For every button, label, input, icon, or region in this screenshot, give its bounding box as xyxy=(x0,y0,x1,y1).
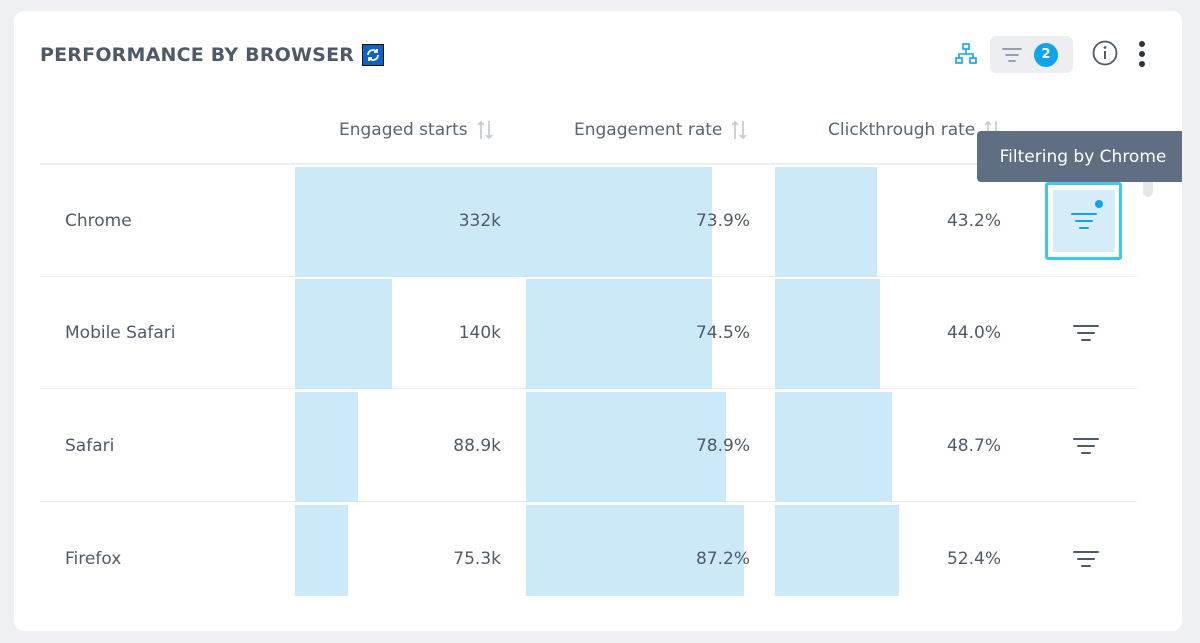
hierarchy-icon[interactable] xyxy=(954,42,978,66)
browser-name: Chrome xyxy=(65,165,132,276)
sort-icon xyxy=(476,119,494,141)
widget-title-text: PERFORMANCE BY BROWSER xyxy=(40,44,354,66)
filter-icon xyxy=(1072,548,1100,570)
filter-icon xyxy=(1072,435,1100,457)
engagement-rate-value: 78.9% xyxy=(526,390,750,501)
widget-title: PERFORMANCE BY BROWSER xyxy=(40,44,384,66)
clickthrough-rate-value: 48.7% xyxy=(775,390,1001,501)
info-icon[interactable] xyxy=(1092,40,1118,66)
column-header-clickthrough-rate[interactable]: Clickthrough rate xyxy=(828,119,1001,141)
column-header-engaged-starts[interactable]: Engaged starts xyxy=(339,119,494,141)
engaged-starts-value: 140k xyxy=(295,277,501,388)
column-header-label: Engaged starts xyxy=(339,120,468,140)
engagement-rate-value: 73.9% xyxy=(526,165,750,276)
kebab-menu-icon[interactable] xyxy=(1136,40,1148,70)
table-row[interactable]: Mobile Safari 140k 74.5% 44.0% xyxy=(40,277,1137,389)
table-row[interactable]: Safari 88.9k 78.9% 48.7% xyxy=(40,390,1137,502)
engagement-rate-value: 74.5% xyxy=(526,277,750,388)
filter-icon xyxy=(1072,322,1100,344)
filter-icon xyxy=(1002,47,1022,63)
engaged-starts-value: 332k xyxy=(295,165,501,276)
row-filter-button-active[interactable] xyxy=(1045,182,1122,260)
table-row[interactable]: Chrome 332k 73.9% 43.2% xyxy=(40,165,1137,277)
browser-name: Firefox xyxy=(65,503,121,615)
performance-by-browser-widget: PERFORMANCE BY BROWSER 2 Engaged starts … xyxy=(14,11,1182,631)
filters-button[interactable]: 2 xyxy=(990,36,1073,73)
clickthrough-rate-value: 44.0% xyxy=(775,277,1001,388)
row-filter-button[interactable] xyxy=(1066,390,1106,501)
engagement-rate-value: 87.2% xyxy=(526,503,750,615)
clickthrough-rate-value: 52.4% xyxy=(775,503,1001,615)
active-filter-dot xyxy=(1095,200,1103,208)
table-row[interactable]: Firefox 75.3k 87.2% 52.4% xyxy=(40,503,1137,596)
column-header-engagement-rate[interactable]: Engagement rate xyxy=(574,119,748,141)
sort-icon xyxy=(730,119,748,141)
filter-icon xyxy=(1070,210,1098,232)
browser-name: Safari xyxy=(65,390,114,501)
browser-name: Mobile Safari xyxy=(65,277,176,388)
column-header-label: Clickthrough rate xyxy=(828,120,975,140)
column-header-label: Engagement rate xyxy=(574,120,722,140)
row-filter-button[interactable] xyxy=(1066,277,1106,388)
engaged-starts-value: 75.3k xyxy=(295,503,501,615)
filter-tooltip: Filtering by Chrome xyxy=(977,131,1182,182)
filter-count-badge: 2 xyxy=(1034,43,1058,67)
clickthrough-rate-value: 43.2% xyxy=(775,165,1001,276)
row-filter-button[interactable] xyxy=(1066,503,1106,615)
engaged-starts-value: 88.9k xyxy=(295,390,501,501)
refresh-icon[interactable] xyxy=(362,44,384,66)
